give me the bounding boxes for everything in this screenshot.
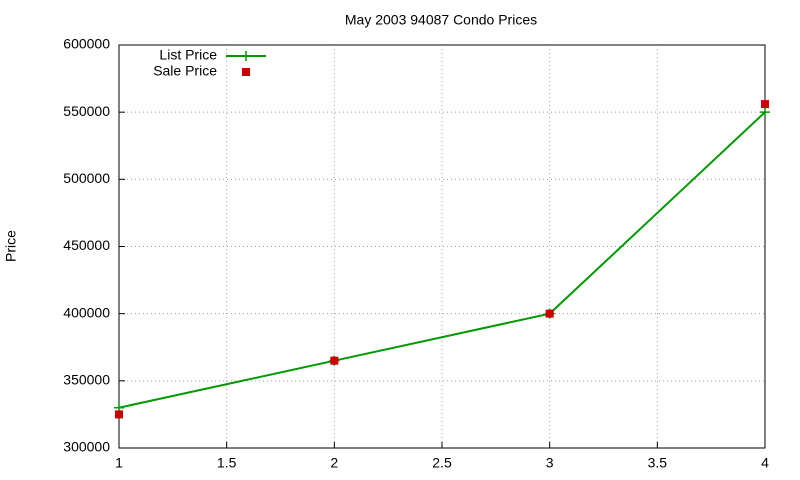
x-tick-label: 2.5 (432, 455, 452, 471)
y-axis-label: Price (3, 230, 19, 262)
y-tick-label: 350000 (63, 372, 110, 388)
y-tick-label: 600000 (63, 36, 110, 52)
x-tick-label: 1.5 (217, 455, 237, 471)
y-tick-label: 450000 (63, 237, 110, 253)
y-tick-label: 400000 (63, 304, 110, 320)
point-marker (330, 356, 339, 365)
y-tick-label: 300000 (63, 439, 110, 455)
legend-label: List Price (159, 47, 217, 63)
legend-marker (241, 51, 251, 61)
y-tick-label: 500000 (63, 170, 110, 186)
point-marker (760, 107, 770, 118)
chart-title: May 2003 94087 Condo Prices (345, 12, 537, 28)
legend-marker (242, 68, 250, 76)
point-marker (761, 100, 769, 109)
x-tick-label: 2 (330, 455, 338, 471)
y-tick-label: 550000 (63, 103, 110, 119)
x-tick-label: 3 (546, 455, 554, 471)
point-marker (115, 410, 123, 419)
series-line (118, 111, 766, 409)
x-tick-label: 1 (115, 455, 123, 471)
legend-label: Sale Price (153, 63, 217, 79)
x-tick-label: 3.5 (648, 455, 668, 471)
x-tick-label: 4 (761, 455, 769, 471)
point-marker (545, 309, 554, 318)
